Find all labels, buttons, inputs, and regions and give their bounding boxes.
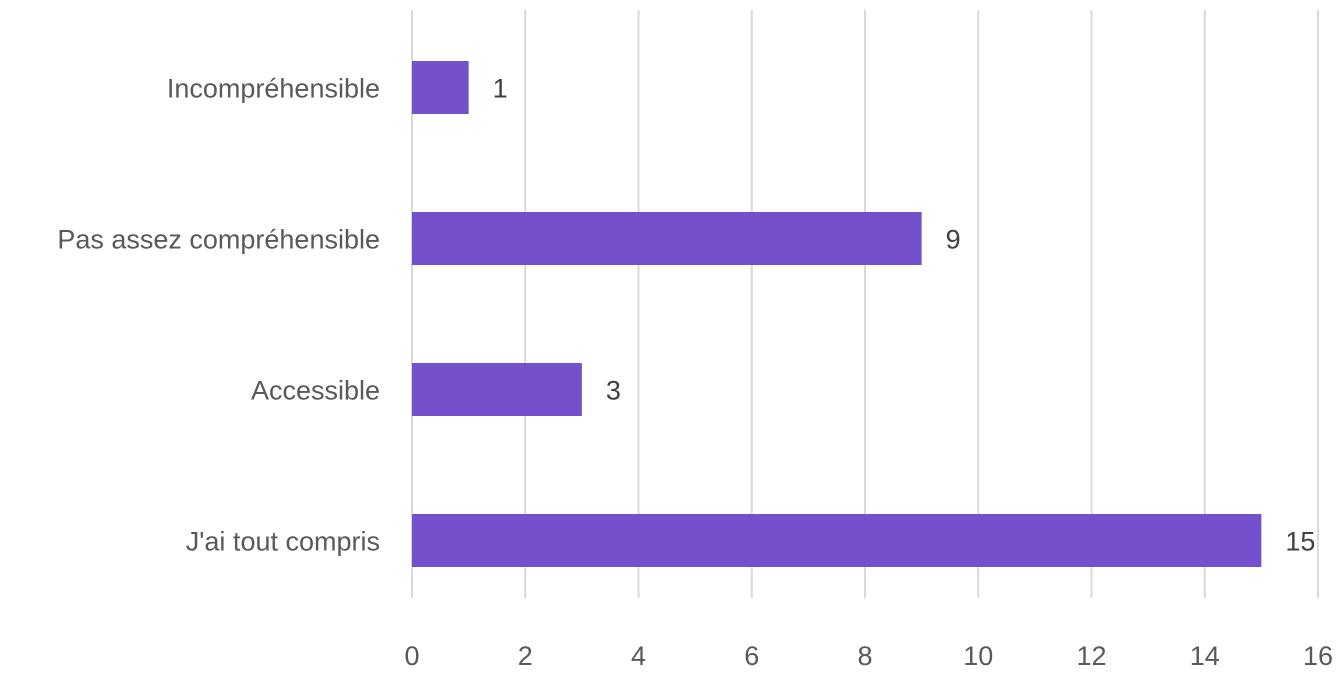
labels: 0 2 4 6 8 10 12 14 16 Incompréhensible 1 Pas assez … [57,74,1333,672]
gridlines [411,10,1319,598]
x-tick-label: 10 [963,641,993,671]
category-label: J'ai tout compris [186,527,380,557]
bar [412,514,1262,567]
bar [412,212,922,265]
x-tick-label: 8 [857,641,872,671]
x-tick-label: 0 [404,641,419,671]
x-tick-label: 4 [631,641,646,671]
x-tick-label: 12 [1076,641,1106,671]
x-tick-label: 14 [1190,641,1220,671]
x-tick-label: 6 [744,641,759,671]
x-tick-label: 16 [1303,641,1333,671]
category-label: Pas assez compréhensible [57,225,380,255]
x-tick-label: 2 [518,641,533,671]
data-label: 1 [493,74,508,104]
category-label: Incompréhensible [167,74,380,104]
bar [412,61,469,114]
data-label: 15 [1285,527,1315,557]
bars [412,61,1262,567]
data-label: 3 [606,376,621,406]
data-label: 9 [946,225,961,255]
bar [412,363,582,416]
category-label: Accessible [251,376,380,406]
